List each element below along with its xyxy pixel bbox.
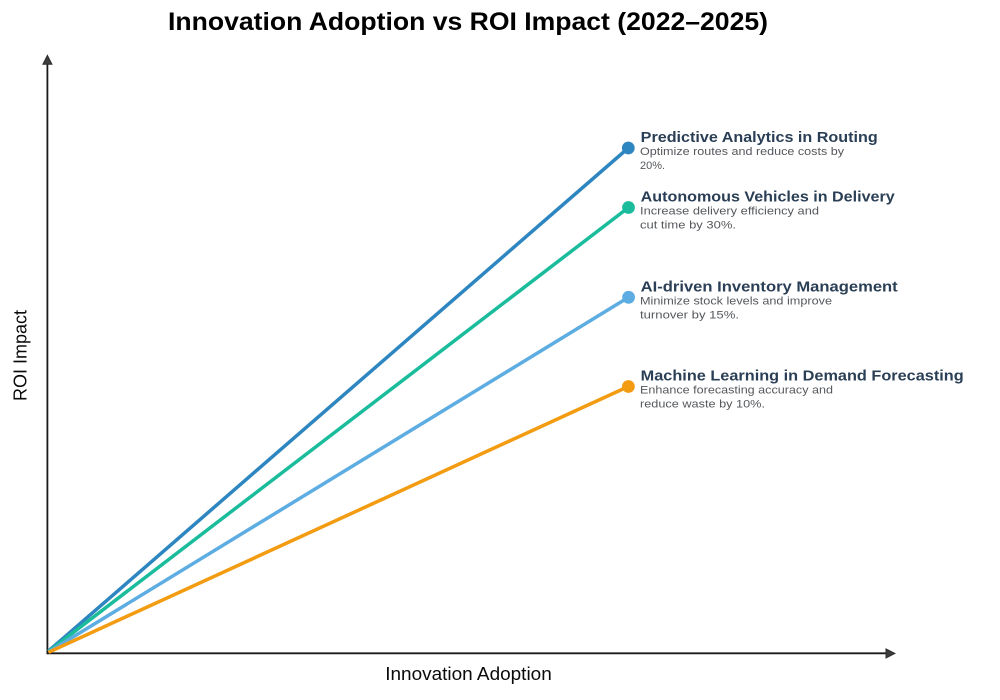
svg-text:Enhance forecasting accuracy a: Enhance forecasting accuracy and — [640, 385, 833, 397]
svg-text:Optimize routes and reduce cos: Optimize routes and reduce costs by — [640, 146, 845, 158]
svg-text:Increase delivery efficiency a: Increase delivery efficiency and — [640, 206, 819, 218]
svg-text:Machine Learning in Demand For: Machine Learning in Demand Forecasting — [641, 368, 964, 385]
svg-text:reduce waste by 10%.: reduce waste by 10%. — [640, 399, 765, 411]
svg-text:Minimize stock levels and impr: Minimize stock levels and improve — [640, 296, 832, 308]
svg-text:Innovation Adoption vs ROI Imp: Innovation Adoption vs ROI Impact (2022–… — [168, 8, 768, 36]
svg-text:cut time by 30%.: cut time by 30%. — [640, 220, 736, 232]
svg-text:20%.: 20%. — [640, 160, 665, 172]
svg-text:ROI Impact: ROI Impact — [11, 310, 31, 401]
svg-text:turnover by 15%.: turnover by 15%. — [640, 309, 739, 321]
svg-text:Predictive Analytics in Routin: Predictive Analytics in Routing — [641, 129, 878, 146]
svg-text:AI-driven Inventory Management: AI-driven Inventory Management — [641, 278, 898, 295]
svg-text:Innovation Adoption: Innovation Adoption — [385, 664, 552, 684]
svg-text:Autonomous Vehicles in Deliver: Autonomous Vehicles in Delivery — [641, 189, 896, 206]
